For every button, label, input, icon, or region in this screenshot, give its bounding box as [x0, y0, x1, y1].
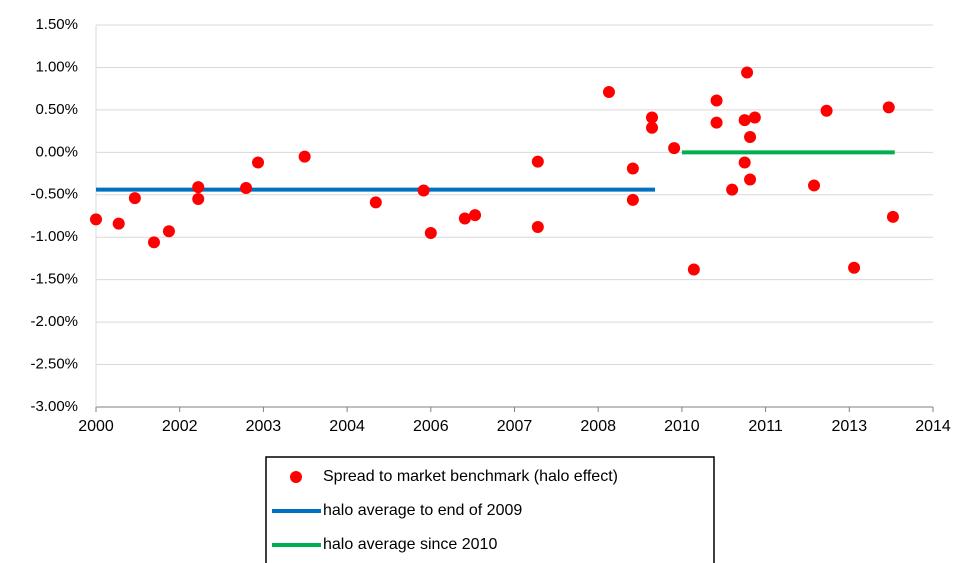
x-tick-label: 2004: [329, 418, 365, 435]
y-tick-label: -2.00%: [30, 313, 78, 330]
point: [90, 213, 102, 226]
point: [369, 196, 382, 209]
point: [252, 156, 265, 169]
point: [298, 150, 311, 163]
legend-label: halo average to end of 2009: [323, 502, 522, 519]
point: [531, 221, 544, 234]
y-tick-label: -3.00%: [30, 398, 78, 415]
y-tick-label: 1.50%: [35, 16, 78, 33]
point: [820, 104, 833, 117]
point: [738, 156, 751, 169]
y-tick-label: -1.00%: [30, 228, 78, 245]
point: [848, 261, 861, 274]
point: [192, 181, 205, 194]
point: [687, 263, 700, 276]
point: [626, 193, 639, 206]
point: [668, 142, 681, 155]
point: [162, 225, 175, 238]
point: [741, 66, 754, 79]
point: [626, 162, 639, 175]
point: [128, 192, 141, 205]
legend-label: Spread to market benchmark (halo effect): [323, 468, 618, 485]
x-tick-label: 2002: [162, 418, 198, 435]
y-tick-label: -0.50%: [30, 186, 78, 203]
x-tick-label: 2000: [78, 418, 114, 435]
x-tick-label: 2010: [664, 418, 700, 435]
point: [744, 173, 757, 186]
x-tick-label: 2011: [748, 418, 783, 435]
y-tick-label: 0.50%: [35, 101, 78, 118]
point: [147, 236, 160, 249]
y-tick-label: -1.50%: [30, 271, 78, 288]
x-tick-label: 2003: [246, 418, 282, 435]
point: [469, 209, 482, 222]
point: [602, 86, 615, 99]
legend-marker: [290, 471, 302, 483]
point: [531, 155, 544, 168]
legend-label: halo average since 2010: [323, 536, 497, 553]
point: [192, 193, 205, 206]
point: [882, 101, 895, 114]
point: [458, 212, 471, 225]
point: [748, 111, 761, 124]
point: [808, 179, 821, 192]
y-tick-label: -2.50%: [30, 356, 78, 373]
x-tick-label: 2006: [413, 418, 449, 435]
point: [424, 226, 437, 239]
x-tick-label: 2013: [832, 418, 868, 435]
x-tick-label: 2008: [580, 418, 616, 435]
point: [738, 114, 751, 127]
y-tick-label: 1.00%: [35, 58, 78, 75]
x-tick-label: 2014: [915, 418, 951, 435]
x-tick-label: 2007: [497, 418, 533, 435]
y-tick-label: 0.00%: [35, 143, 78, 160]
point: [726, 183, 739, 196]
point: [710, 116, 723, 129]
point: [886, 210, 899, 223]
point: [744, 131, 757, 144]
point: [646, 111, 659, 124]
point: [417, 184, 430, 197]
legend-box: [265, 456, 715, 563]
point: [710, 94, 723, 107]
point: [240, 181, 253, 194]
point: [112, 217, 125, 230]
point: [646, 121, 659, 134]
